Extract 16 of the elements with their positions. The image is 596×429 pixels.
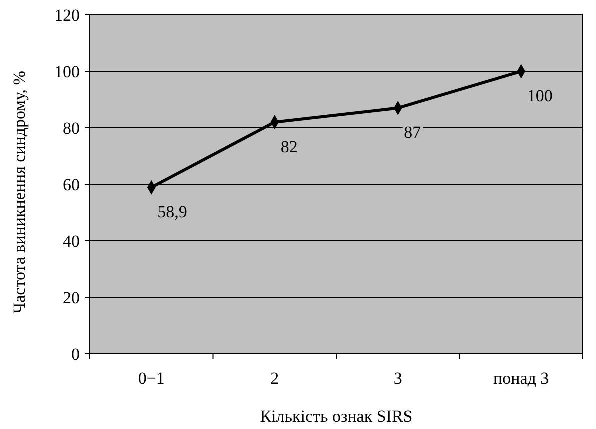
- y-tick-label: 20: [63, 288, 80, 308]
- y-tick-label: 120: [54, 6, 80, 25]
- data-label: 82: [280, 137, 298, 156]
- data-label: 100: [527, 86, 553, 106]
- y-tick-label: 0: [72, 344, 80, 364]
- data-label: 58,9: [158, 202, 188, 222]
- y-axis-title: Частота виникнення синдрому, %: [10, 71, 29, 314]
- x-tick-label: 0−1: [138, 369, 165, 388]
- x-axis-title: Кількість ознак SIRS: [260, 407, 413, 426]
- y-tick-label: 100: [54, 62, 80, 82]
- y-tick-label: 60: [63, 175, 80, 194]
- x-tick-label: 3: [394, 369, 402, 388]
- x-tick-label: понад 3: [494, 369, 550, 388]
- y-tick-label: 80: [63, 118, 80, 138]
- y-tick-label: 40: [63, 232, 80, 251]
- x-tick-label: 2: [270, 369, 280, 388]
